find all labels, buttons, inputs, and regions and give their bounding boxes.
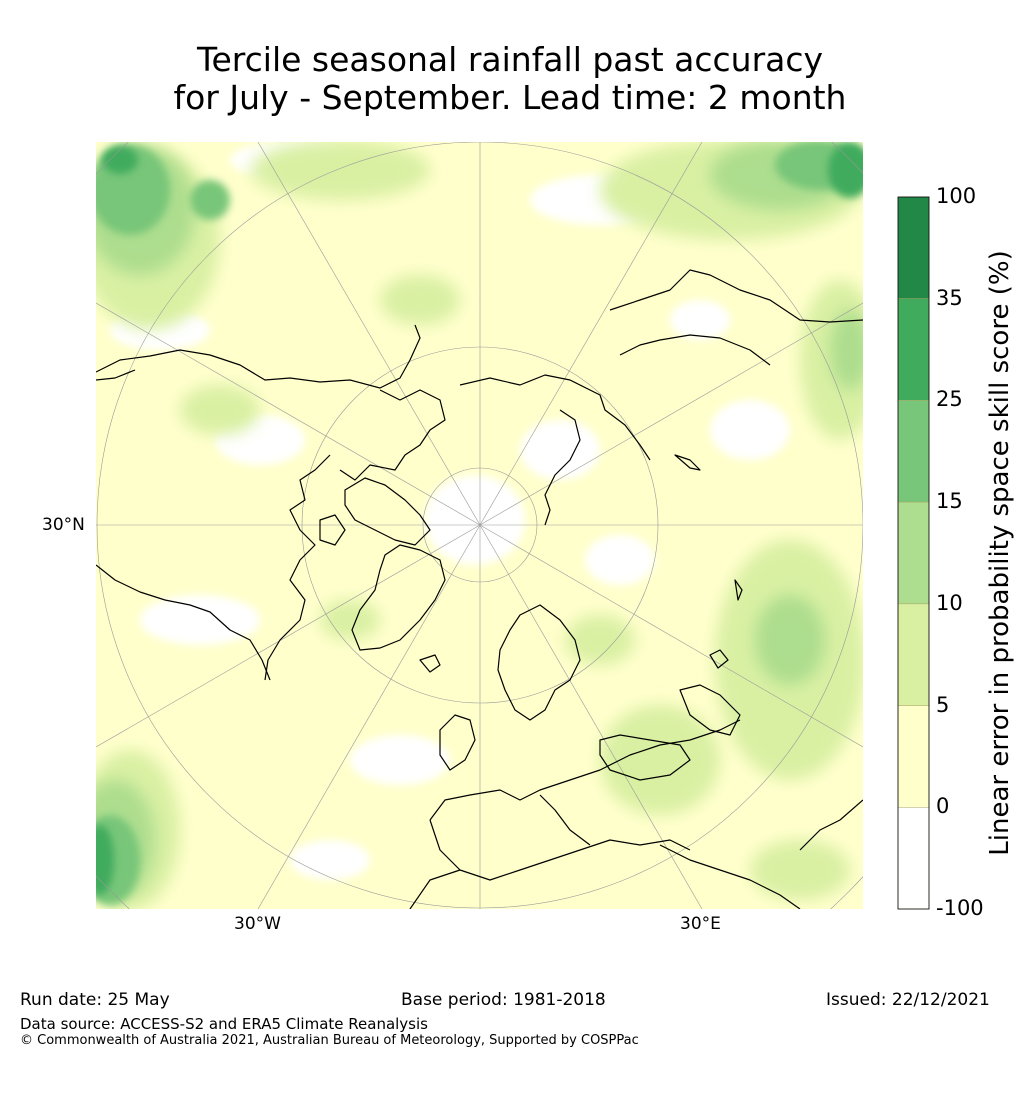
chart-title-line-2: for July - September. Lead time: 2 month (173, 78, 847, 117)
colorbar-swatch-2 (897, 400, 930, 503)
colorbar-swatch-4 (897, 603, 930, 706)
meridian-lines (96, 142, 863, 909)
colorbar-tick-label: 5 (936, 692, 950, 717)
colorbar (897, 196, 930, 910)
colorbar-tick-label: 35 (936, 285, 963, 310)
data-source: Data source: ACCESS-S2 and ERA5 Climate … (20, 1015, 428, 1033)
colorbar-tick-label: 15 (936, 489, 963, 514)
issued-date: Issued: 22/12/2021 (826, 990, 990, 1010)
run-date: Run date: 25 May (20, 990, 170, 1010)
colorbar-swatch-6 (897, 807, 930, 910)
colorbar-tick-label: 25 (936, 387, 963, 412)
colorbar-swatch-3 (897, 501, 930, 605)
colorbar-tick-label: -100 (936, 896, 984, 920)
copyright: © Commonwealth of Australia 2021, Austra… (20, 1033, 639, 1048)
lon-label-30e: 30°E (680, 914, 721, 934)
colorbar-tick-label: 0 (936, 794, 950, 819)
negative-skill-patches (110, 142, 790, 880)
base-period: Base period: 1981-2018 (401, 990, 606, 1010)
coastlines (96, 269, 863, 909)
colorbar-tick-label: 100 (936, 184, 977, 208)
skill-25-35-patches (96, 142, 863, 895)
colorbar-outline (897, 196, 930, 910)
chart-title-line-1: Tercile seasonal rainfall past accuracy (196, 40, 824, 79)
colorbar-label: Linear error in probability space skill … (985, 250, 1015, 856)
lon-label-30w: 30°W (234, 914, 281, 934)
lat-label-30n: 30°N (42, 515, 85, 535)
colorbar-swatch-5 (897, 705, 930, 808)
colorbar-tick-label: 10 (936, 590, 963, 615)
colorbar-swatch-0 (897, 196, 930, 299)
colorbar-swatch-1 (897, 298, 930, 401)
